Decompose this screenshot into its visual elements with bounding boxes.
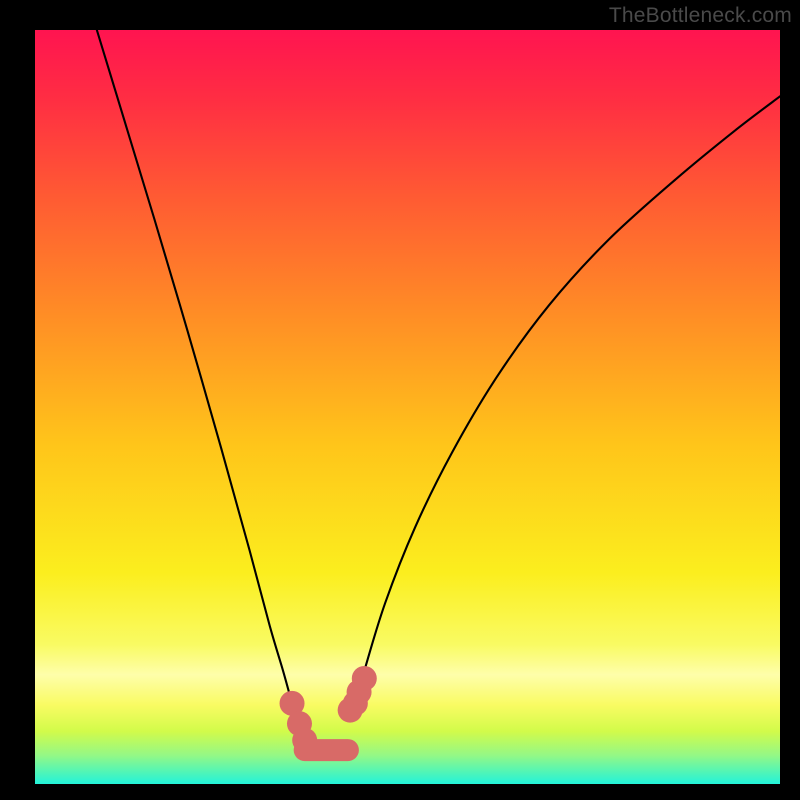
curve-right-branch bbox=[355, 96, 780, 703]
chart-plot-area bbox=[35, 30, 780, 784]
valley-marker-right bbox=[352, 666, 377, 691]
chart-curves bbox=[35, 30, 780, 784]
valley-marker-left bbox=[292, 728, 317, 753]
curve-left-branch bbox=[97, 30, 292, 703]
watermark-text: TheBottleneck.com bbox=[609, 4, 792, 28]
